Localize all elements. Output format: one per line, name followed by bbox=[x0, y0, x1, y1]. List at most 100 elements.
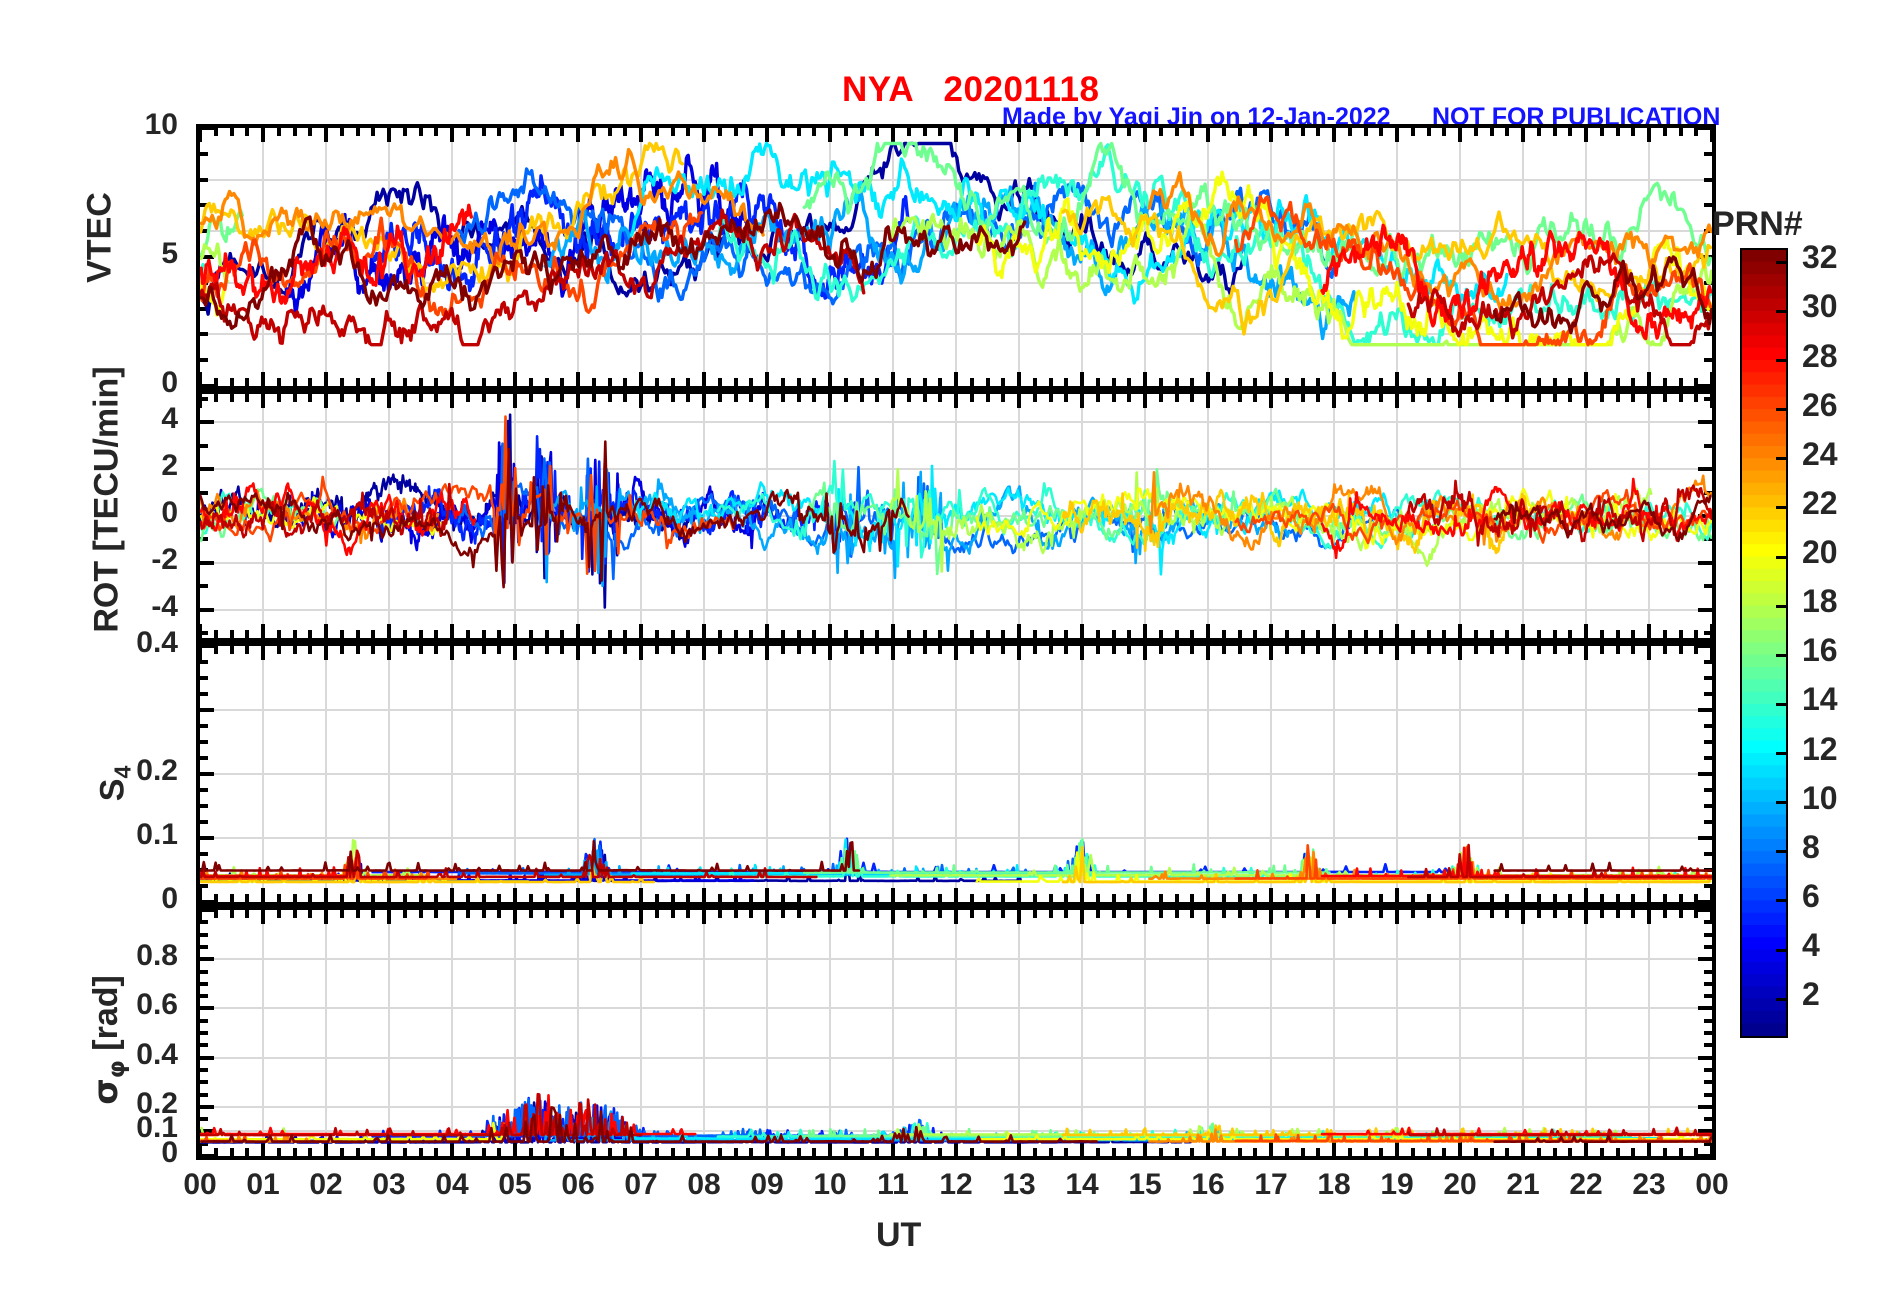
y-tick bbox=[1704, 1031, 1712, 1035]
x-tick bbox=[560, 394, 565, 402]
x-tick bbox=[1584, 888, 1588, 902]
x-tick bbox=[733, 128, 738, 136]
x-tick bbox=[1284, 646, 1289, 654]
x-tick bbox=[985, 630, 990, 638]
y-tick bbox=[1704, 676, 1712, 680]
x-tick bbox=[1127, 646, 1132, 654]
x-tick bbox=[1017, 128, 1021, 142]
x-tick bbox=[1584, 624, 1588, 638]
x-tick bbox=[213, 128, 218, 136]
gridline-vertical bbox=[703, 910, 705, 1156]
gridline-vertical bbox=[640, 910, 642, 1156]
x-tick bbox=[954, 394, 958, 408]
x-tick bbox=[1347, 128, 1352, 136]
y-tick bbox=[1698, 467, 1712, 472]
x-tick bbox=[702, 128, 706, 142]
x-tick bbox=[434, 128, 439, 136]
data-series-prn-26 bbox=[200, 415, 735, 575]
xtick-label: 21 bbox=[1506, 1168, 1540, 1201]
y-tick bbox=[200, 676, 208, 680]
x-tick bbox=[1505, 894, 1510, 902]
x-tick bbox=[1552, 894, 1557, 902]
x-tick bbox=[906, 630, 911, 638]
x-tick bbox=[749, 894, 754, 902]
x-tick bbox=[780, 646, 785, 654]
gridline-vertical bbox=[1396, 646, 1398, 902]
y-tick bbox=[1698, 957, 1712, 962]
x-tick bbox=[1363, 1148, 1368, 1156]
x-tick bbox=[245, 630, 250, 638]
x-tick bbox=[308, 128, 313, 136]
x-tick bbox=[686, 1148, 691, 1156]
x-tick bbox=[1048, 894, 1053, 902]
x-tick bbox=[213, 394, 218, 402]
gridline-vertical bbox=[1207, 910, 1209, 1156]
y-tick bbox=[200, 1006, 214, 1011]
data-series-prn-30 bbox=[1407, 1127, 1712, 1137]
x-tick bbox=[1017, 888, 1021, 902]
x-tick bbox=[1080, 1142, 1084, 1156]
x-tick bbox=[922, 128, 927, 136]
x-tick bbox=[654, 1148, 659, 1156]
x-tick bbox=[1395, 1142, 1399, 1156]
gridline-vertical bbox=[1018, 128, 1020, 386]
x-tick bbox=[1379, 910, 1384, 918]
x-tick bbox=[1489, 894, 1494, 902]
y-tick bbox=[1704, 660, 1712, 664]
x-tick bbox=[402, 910, 407, 918]
x-tick bbox=[418, 630, 423, 638]
x-tick bbox=[576, 888, 580, 902]
data-series-prn-28 bbox=[1320, 223, 1712, 341]
ytick-label: 0.1 bbox=[136, 1111, 178, 1145]
x-tick bbox=[1631, 910, 1636, 918]
x-tick bbox=[875, 378, 880, 386]
x-tick bbox=[261, 888, 265, 902]
data-series-prn-32 bbox=[200, 839, 861, 872]
x-tick bbox=[544, 646, 549, 654]
gridline-vertical bbox=[1270, 128, 1272, 386]
x-tick bbox=[985, 128, 990, 136]
data-series-prn-16 bbox=[802, 837, 1331, 874]
x-tick bbox=[1001, 630, 1006, 638]
ytick-label: 0.4 bbox=[136, 1037, 178, 1071]
x-tick bbox=[686, 378, 691, 386]
gridline-vertical bbox=[703, 646, 705, 902]
x-tick bbox=[1631, 378, 1636, 386]
gridline-vertical bbox=[1270, 646, 1272, 902]
x-tick bbox=[985, 394, 990, 402]
colorbar-tick bbox=[1776, 359, 1786, 363]
x-tick bbox=[1017, 1142, 1021, 1156]
y-tick bbox=[200, 128, 214, 130]
y-tick bbox=[200, 708, 214, 712]
x-tick bbox=[213, 630, 218, 638]
y-tick bbox=[200, 884, 208, 888]
x-tick bbox=[891, 888, 895, 902]
y-tick bbox=[1704, 332, 1712, 337]
x-tick bbox=[859, 910, 864, 918]
x-tick bbox=[465, 1148, 470, 1156]
x-tick bbox=[686, 128, 691, 136]
x-tick bbox=[1568, 378, 1573, 386]
gridline-vertical bbox=[1522, 646, 1524, 902]
x-tick bbox=[1174, 378, 1179, 386]
x-tick bbox=[544, 128, 549, 136]
x-tick bbox=[796, 1148, 801, 1156]
x-tick bbox=[544, 394, 549, 402]
y-tick bbox=[1704, 756, 1712, 760]
x-tick bbox=[985, 910, 990, 918]
x-tick bbox=[1190, 646, 1195, 654]
x-tick bbox=[544, 910, 549, 918]
x-tick bbox=[686, 910, 691, 918]
x-tick bbox=[1253, 630, 1258, 638]
gridline-vertical bbox=[1648, 646, 1650, 902]
x-tick bbox=[812, 630, 817, 638]
x-tick bbox=[213, 646, 218, 654]
y-tick bbox=[1704, 981, 1712, 986]
gridline-vertical bbox=[451, 910, 453, 1156]
colorbar-tick bbox=[1776, 899, 1786, 903]
x-tick bbox=[1048, 646, 1053, 654]
x-tick bbox=[1064, 646, 1069, 654]
x-tick bbox=[733, 910, 738, 918]
x-tick bbox=[985, 1148, 990, 1156]
x-tick bbox=[1458, 372, 1462, 386]
